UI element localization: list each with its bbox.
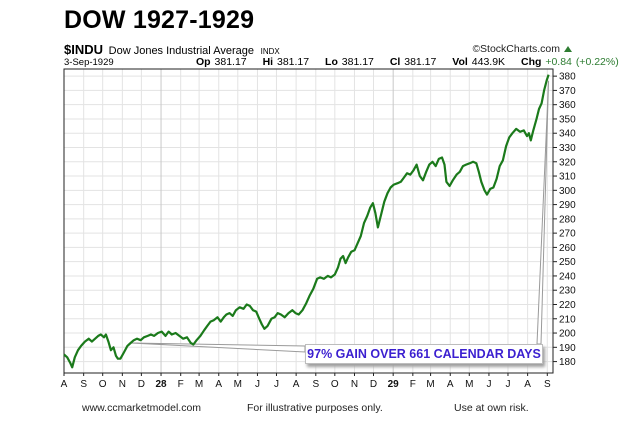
gain-annotation-text: 97% GAIN OVER 661 CALENDAR DAYS — [307, 347, 541, 361]
x-tick-label: J — [255, 379, 260, 390]
y-tick-label: 360 — [559, 100, 576, 111]
exchange-code: INDX — [260, 47, 280, 56]
close-label: Cl — [389, 56, 401, 68]
y-tick-label: 270 — [559, 229, 576, 240]
x-tick-label: A — [215, 379, 222, 390]
x-tick-label: O — [331, 379, 339, 390]
y-tick-label: 210 — [559, 314, 576, 325]
y-axis: 180 190 200 210 220 230 240 250 260 270 280 290 300 3… — [553, 72, 576, 368]
x-tick-label: N — [351, 379, 358, 390]
x-tick-label: S — [312, 379, 319, 390]
symbol-line: $INDU Dow Jones Industrial Average INDX — [64, 42, 280, 57]
copyright-icon: © — [472, 44, 481, 55]
x-tick-label: S — [80, 379, 87, 390]
gain-annotation-box: 97% GAIN OVER 661 CALENDAR DAYS — [305, 344, 543, 364]
y-tick-label: 260 — [559, 243, 576, 254]
x-tick-label: A — [61, 379, 68, 390]
x-tick-label: A — [293, 379, 300, 390]
x-tick-label: D — [370, 379, 377, 390]
x-tick-label: 28 — [155, 379, 167, 390]
y-tick-label: 340 — [559, 129, 576, 140]
x-tick-label: M — [426, 379, 434, 390]
footer-risk-note: Use at own risk. — [454, 402, 529, 414]
y-tick-label: 180 — [559, 357, 576, 368]
x-tick-label: J — [486, 379, 491, 390]
page-title: DOW 1927-1929 — [64, 6, 255, 34]
plot-frame — [63, 68, 554, 374]
y-tick-label: 240 — [559, 271, 576, 282]
x-tick-label: O — [99, 379, 107, 390]
volume-label: Vol — [452, 56, 468, 68]
x-tick-label: A — [524, 379, 531, 390]
y-tick-label: 200 — [559, 329, 576, 340]
price-series-line — [63, 74, 550, 369]
y-tick-label: 300 — [559, 186, 576, 197]
low-value: 381.17 — [341, 56, 374, 68]
y-tick-label: 380 — [559, 72, 576, 83]
x-axis: A S O N D 28 F M A M J J A S O N D 29 F M A M J J A S — [61, 373, 551, 390]
high-value: 381.17 — [276, 56, 310, 68]
x-tick-label: M — [465, 379, 473, 390]
y-tick-label: 330 — [559, 143, 576, 154]
low-label: Lo — [325, 56, 338, 68]
x-tick-label: D — [138, 379, 145, 390]
x-tick-label: M — [234, 379, 242, 390]
y-tick-label: 190 — [559, 343, 576, 354]
x-tick-label: F — [410, 379, 416, 390]
change-label: Chg — [520, 56, 542, 68]
x-tick-label: F — [178, 379, 184, 390]
y-tick-label: 320 — [559, 157, 576, 168]
y-tick-label: 220 — [559, 300, 576, 311]
up-triangle-icon — [564, 46, 572, 52]
footer-disclaimer: For illustrative purposes only. — [247, 402, 383, 414]
annotation-lines — [130, 80, 550, 353]
index-name: Dow Jones Industrial Average — [108, 45, 254, 57]
open-label: Op — [196, 56, 211, 68]
y-tick-label: 350 — [559, 114, 576, 125]
x-tick-label: N — [119, 379, 126, 390]
ohlc-line: Op 381.17 Hi 381.17 Lo 381.17 Cl 381.17 … — [196, 56, 631, 68]
x-tick-label: 29 — [388, 379, 400, 390]
grid — [63, 69, 553, 373]
brand-credit: ©StockCharts.com — [473, 43, 560, 55]
y-tick-label: 280 — [559, 214, 576, 225]
open-value: 381.17 — [214, 56, 247, 68]
x-tick-label: J — [505, 379, 510, 390]
x-tick-label: M — [195, 379, 203, 390]
volume-value: 443.9K — [471, 56, 506, 68]
x-tick-label: J — [274, 379, 279, 390]
y-tick-label: 230 — [559, 286, 576, 297]
brand-name: StockCharts.com — [480, 43, 560, 55]
quote-date: 3-Sep-1929 — [64, 57, 114, 68]
x-tick-label: A — [447, 379, 454, 390]
y-tick-label: 310 — [559, 172, 576, 183]
x-tick-label: S — [544, 379, 551, 390]
high-label: Hi — [262, 56, 274, 68]
y-tick-label: 290 — [559, 200, 576, 211]
y-tick-label: 370 — [559, 86, 576, 97]
y-tick-label: 250 — [559, 257, 576, 268]
close-value: 381.17 — [404, 56, 437, 68]
footer-website: www.ccmarketmodel.com — [82, 402, 202, 414]
change-value: +0.84 (+0.22%) — [545, 56, 619, 68]
ticker-symbol: $INDU — [64, 42, 104, 57]
